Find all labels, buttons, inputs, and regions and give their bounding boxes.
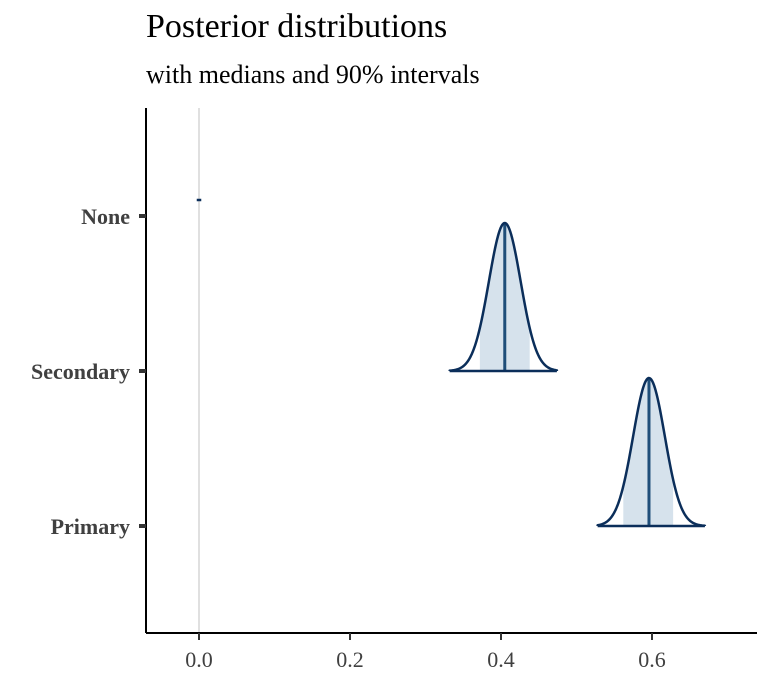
axis-layer: None Secondary Primary 0.0 0.2 0.4 0.6 [31, 108, 757, 672]
x-tick-label: 0.0 [185, 647, 213, 672]
x-tick-label: 0.6 [638, 647, 666, 672]
density-primary [596, 376, 707, 527]
y-tick-label: Secondary [31, 359, 130, 384]
chart-title: Posterior distributions [146, 8, 448, 45]
x-tick-label: 0.2 [336, 647, 364, 672]
density-secondary [448, 221, 559, 372]
y-tick-label: None [81, 204, 130, 229]
y-tick-label: Primary [51, 514, 130, 539]
density-layer [196, 198, 707, 528]
chart-subtitle: with medians and 90% intervals [146, 60, 480, 89]
x-tick-label: 0.4 [487, 647, 515, 672]
